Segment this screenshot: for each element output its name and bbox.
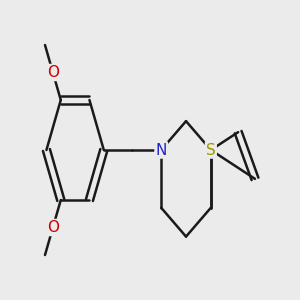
Text: O: O	[47, 220, 59, 235]
Text: N: N	[155, 142, 167, 158]
Text: S: S	[206, 142, 216, 158]
Text: O: O	[47, 65, 59, 80]
